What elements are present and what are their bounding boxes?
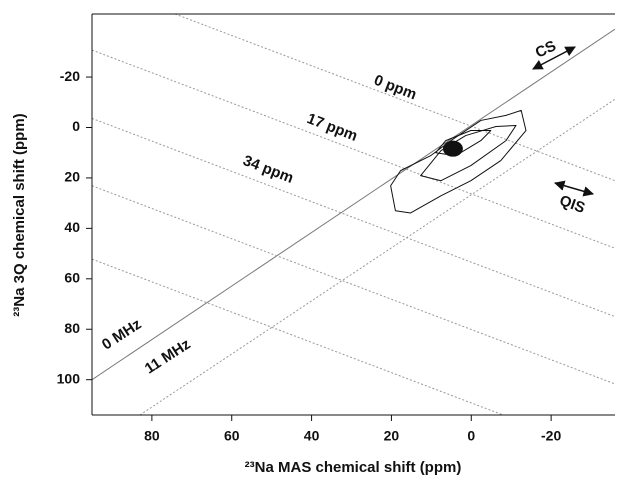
y-tick-label: 100 xyxy=(57,370,81,386)
reference-line xyxy=(174,14,615,182)
annotation: QIS xyxy=(557,192,587,217)
line-label: 17 ppm xyxy=(305,110,360,145)
y-axis-title: ²³Na 3Q chemical shift (ppm) xyxy=(11,113,28,316)
line-label: 0 MHz xyxy=(99,316,145,354)
x-tick-label: 80 xyxy=(144,428,160,444)
line-label: 11 MHz xyxy=(142,336,194,378)
x-tick-label: -20 xyxy=(541,428,561,444)
qis-arrow xyxy=(553,180,595,197)
reference-line xyxy=(92,28,615,381)
x-tick-label: 0 xyxy=(467,428,475,444)
x-tick-label: 20 xyxy=(384,428,400,444)
y-tick-label: 20 xyxy=(64,169,80,185)
y-tick-label: 80 xyxy=(64,320,80,336)
y-tick-label: 40 xyxy=(64,219,80,235)
reference-line xyxy=(92,117,615,318)
reference-line xyxy=(92,258,505,415)
line-label: 0 ppm xyxy=(372,72,419,104)
reference-line xyxy=(139,98,615,415)
y-tick-label: 60 xyxy=(64,270,80,286)
x-tick-label: 60 xyxy=(224,428,240,444)
cs-arrow xyxy=(532,46,576,70)
line-label: 34 ppm xyxy=(241,152,296,187)
x-axis-title: ²³Na MAS chemical shift (ppm) xyxy=(245,459,462,476)
contour xyxy=(390,109,527,214)
peak xyxy=(442,140,463,157)
plot-area xyxy=(92,14,615,415)
x-tick-label: 40 xyxy=(304,428,320,444)
y-tick-label: -20 xyxy=(60,68,80,84)
reference-line xyxy=(92,185,615,385)
y-tick-label: 0 xyxy=(72,118,80,134)
reference-line xyxy=(92,49,615,249)
